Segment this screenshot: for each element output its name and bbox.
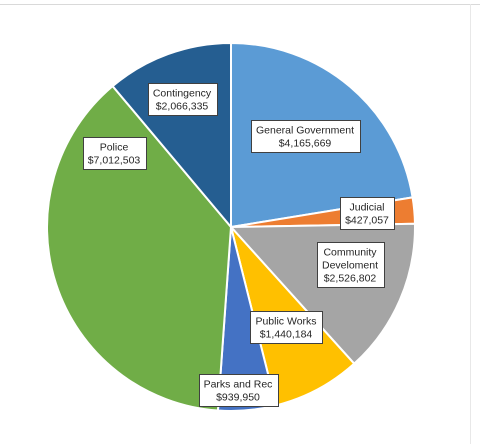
data-label-category: Police [100, 142, 129, 154]
data-label-box [83, 137, 147, 170]
data-label-category: Public Works [255, 316, 316, 328]
data-label-box [148, 83, 218, 116]
data-label-value: $7,012,503 [88, 155, 141, 167]
data-label-parks-and-rec: Parks and Rec$939,950 [199, 374, 279, 407]
data-label-police: Police$7,012,503 [83, 137, 147, 170]
data-label-value: $4,165,669 [279, 138, 332, 150]
data-label-box [250, 311, 323, 344]
data-label-category: Judicial [349, 202, 384, 214]
data-label-category: Contingency [153, 88, 212, 100]
data-label-value: $2,066,335 [156, 101, 209, 113]
data-label-category: Develoment [322, 260, 378, 272]
data-label-value: $1,440,184 [260, 329, 313, 341]
data-label-judicial: Judicial$427,057 [340, 197, 395, 230]
data-label-box [251, 120, 361, 153]
data-label-category: Parks and Rec [204, 379, 273, 391]
data-label-category: Community [323, 247, 377, 259]
data-label-category: General Government [256, 125, 354, 137]
data-label-box [317, 242, 385, 288]
data-label-value: $427,057 [345, 215, 389, 227]
data-label-general-government: General Government$4,165,669 [251, 120, 361, 153]
data-label-value: $2,526,802 [324, 273, 377, 285]
data-label-value: $939,950 [216, 392, 260, 404]
pie-data-labels: General Government$4,165,669 Judicial$427… [83, 83, 395, 407]
data-label-box [340, 197, 395, 230]
data-label-contingency: Contingency$2,066,335 [148, 83, 218, 116]
chart-top-border [0, 4, 480, 5]
data-label-box [199, 374, 279, 407]
chart-right-border [470, 4, 471, 444]
data-label-public-works: Public Works$1,440,184 [250, 311, 323, 344]
